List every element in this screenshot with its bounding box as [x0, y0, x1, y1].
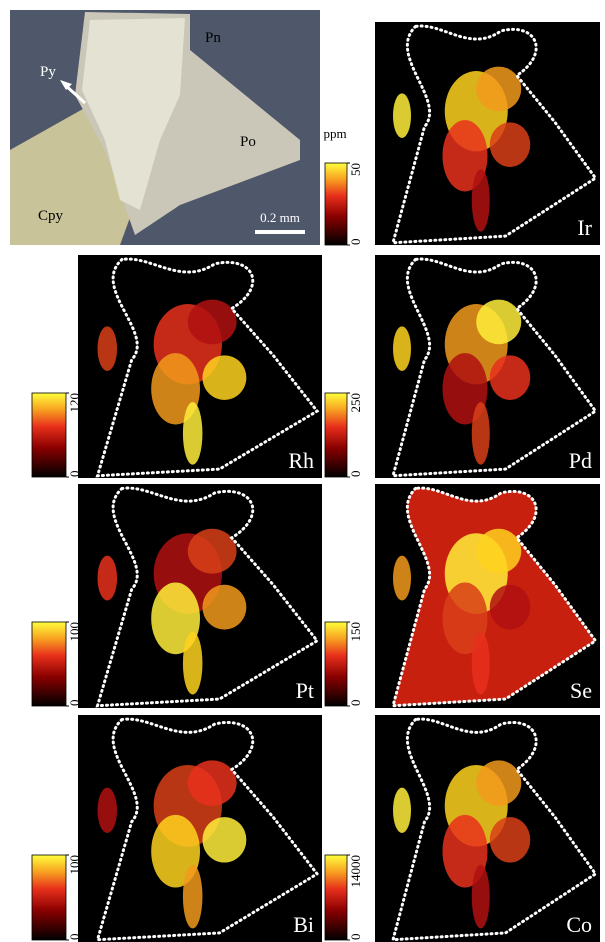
- element-label: Co: [566, 912, 592, 937]
- colorbar-tick-label: 120: [67, 393, 82, 413]
- signal-blob: [472, 865, 490, 929]
- element-map: Bi 0 100: [32, 715, 322, 942]
- element-label: Bi: [293, 912, 314, 937]
- signal-blob: [183, 865, 203, 929]
- element-map: Se 0 150: [325, 484, 600, 708]
- photo-panel: Pn Py Po Cpy 0.2 mm: [10, 10, 320, 245]
- signal-blob: [490, 122, 531, 167]
- element-map: Pt 0 100: [32, 484, 322, 708]
- signal-blob: [183, 402, 203, 464]
- signal-blob: [490, 817, 531, 862]
- element-label: Pd: [569, 448, 592, 473]
- signal-blob: [476, 529, 521, 574]
- mineral-label: Cpy: [38, 208, 64, 224]
- element-label: Ir: [577, 215, 592, 240]
- colorbar-tick-label: 0: [67, 934, 82, 941]
- colorbar: [32, 393, 66, 477]
- scale-bar-label: 0.2 mm: [260, 210, 300, 225]
- colorbar-tick-label: 100: [67, 622, 82, 642]
- element-label: Rh: [288, 448, 314, 473]
- signal-blob: [490, 355, 531, 400]
- colorbar-tick-label: 250: [348, 393, 363, 413]
- scale-bar: [255, 230, 305, 234]
- element-label: Se: [570, 678, 592, 703]
- colorbar: [325, 163, 347, 245]
- signal-blob: [393, 93, 411, 138]
- element-label: Pt: [296, 678, 314, 703]
- colorbar: [325, 855, 347, 940]
- signal-blob: [490, 585, 531, 630]
- signal-blob: [98, 788, 118, 833]
- signal-blob: [472, 169, 490, 231]
- element-map: Co 0 14000: [325, 715, 600, 942]
- signal-blob: [476, 760, 521, 805]
- colorbar-tick-label: 0: [348, 239, 363, 246]
- signal-blob: [188, 300, 237, 345]
- signal-blob: [188, 760, 237, 805]
- colorbar-tick-label: 150: [348, 622, 363, 642]
- signal-blob: [188, 529, 237, 574]
- signal-blob: [183, 632, 203, 695]
- colorbar-tick-label: 0: [67, 471, 82, 478]
- signal-blob: [393, 788, 411, 833]
- colorbar-tick-label: 0: [348, 700, 363, 707]
- colorbar-unit: ppm: [323, 126, 346, 141]
- mineral-label: Pn: [205, 30, 221, 46]
- signal-blob: [202, 817, 246, 862]
- colorbar: [32, 855, 66, 940]
- signal-blob: [98, 326, 118, 371]
- colorbar-tick-label: 100: [67, 855, 82, 875]
- mineral-label: Py: [40, 64, 56, 80]
- signal-blob: [202, 355, 246, 400]
- signal-blob: [476, 300, 521, 345]
- colorbar: [325, 622, 347, 706]
- figure: Pn Py Po Cpy 0.2 mm ppm Ir 0 50 Rh 0 120 Pd 0 25…: [0, 0, 605, 942]
- colorbar-tick-label: 0: [348, 934, 363, 941]
- element-map: Pd 0 250: [325, 255, 600, 478]
- signal-blob: [202, 585, 246, 630]
- signal-blob: [472, 402, 490, 464]
- signal-blob: [98, 556, 118, 601]
- colorbar: [325, 393, 347, 477]
- signal-blob: [476, 67, 521, 112]
- signal-blob: [393, 556, 411, 601]
- element-map: Rh 0 120: [32, 255, 322, 478]
- colorbar-tick-label: 0: [348, 471, 363, 478]
- colorbar-tick-label: 14000: [348, 855, 363, 888]
- colorbar-tick-label: 50: [348, 163, 363, 176]
- colorbar-tick-label: 0: [67, 700, 82, 707]
- mineral-label: Po: [240, 134, 256, 150]
- colorbar: [32, 622, 66, 706]
- signal-blob: [472, 632, 490, 695]
- element-map: Ir 0 50: [325, 22, 600, 245]
- signal-blob: [393, 326, 411, 371]
